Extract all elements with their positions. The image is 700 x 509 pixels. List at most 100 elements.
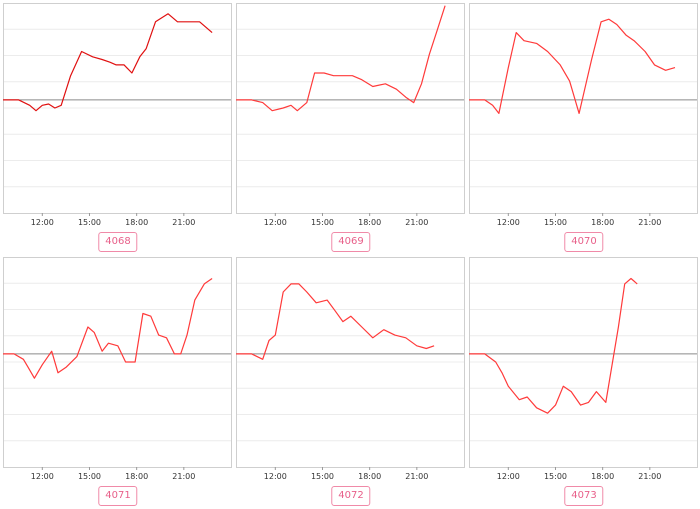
data-point [634,40,635,41]
data-point [51,351,52,352]
data-point [204,283,205,284]
series-line [3,13,213,112]
data-point [70,75,71,76]
data-point [519,399,520,400]
data-point [468,353,469,354]
data-point [251,99,252,100]
data-point [92,56,93,57]
x-tick-label: 15:00 [311,218,334,227]
data-point [536,407,537,408]
chart-badge[interactable]: 4068 [98,232,138,252]
data-point [445,5,446,6]
data-point [134,361,135,362]
x-tick-label: 15:00 [78,472,101,481]
data-point [109,62,110,63]
data-point [350,316,351,317]
chart-badge[interactable]: 4070 [564,232,604,252]
data-point [396,89,397,90]
x-tick-label: 21:00 [172,472,195,481]
chart-badge[interactable]: 4072 [331,486,371,506]
x-tick-label: 12:00 [31,218,54,227]
data-point [42,105,43,106]
data-point [361,326,362,327]
chart-svg: 12:00 15:00 18:00 21:00 [3,257,232,481]
data-point [555,404,556,405]
x-tick-label: 12:00 [497,472,520,481]
data-point [385,83,386,84]
data-point [596,391,597,392]
data-point [591,59,592,60]
data-point [168,13,169,14]
data-point [372,86,373,87]
chart-svg: 12:00 15:00 18:00 21:00 [235,3,465,227]
data-point [527,396,528,397]
data-point [194,299,195,300]
data-point [361,79,362,80]
data-point [61,105,62,106]
data-point [600,21,601,22]
series-line [469,277,638,414]
data-point [334,310,335,311]
chart-panel-5: 12:00 15:00 18:00 21:00 4072 [236,257,466,509]
data-point [637,283,638,284]
data-point [516,32,517,33]
data-point [235,99,236,100]
data-point [139,56,140,57]
data-point [405,97,406,98]
data-point [342,321,343,322]
x-tick-label: 18:00 [358,218,381,227]
data-point [108,343,109,344]
chart-badge[interactable]: 4071 [98,486,138,506]
data-point [674,67,675,68]
data-point [569,80,570,81]
chart-svg: 12:00 15:00 18:00 21:00 [468,257,698,481]
data-point [426,348,427,349]
series-line [236,5,446,112]
data-point [306,102,307,103]
data-point [645,51,646,52]
x-tick-label: 15:00 [78,218,101,227]
x-tick-label: 12:00 [31,472,54,481]
data-point [180,353,181,354]
data-point [416,345,417,346]
x-tick-label: 18:00 [358,472,381,481]
data-point [665,70,666,71]
x-tick-label: 15:00 [544,218,567,227]
data-point [578,113,579,114]
x-tick-label: 12:00 [264,218,287,227]
data-point [327,299,328,300]
data-point [434,345,435,346]
data-point [624,283,625,284]
data-point [352,75,353,76]
data-point [212,32,213,33]
data-point [54,107,55,108]
chart-svg: 12:00 15:00 18:00 21:00 [3,3,232,227]
data-point [547,413,548,414]
data-point [23,359,24,360]
data-point [186,334,187,335]
data-point [131,72,132,73]
data-point [283,107,284,108]
data-point [580,404,581,405]
chart-badge[interactable]: 4073 [564,486,604,506]
data-point [199,21,200,22]
x-tick-label: 18:00 [591,472,614,481]
data-point [125,361,126,362]
x-tick-label: 12:00 [497,218,520,227]
series-line [236,283,435,360]
data-point [429,54,430,55]
data-point [394,334,395,335]
x-tick-label: 18:00 [125,218,148,227]
data-point [498,113,499,114]
data-point [28,367,29,368]
data-point [57,372,58,373]
data-point [76,356,77,357]
chart-panel-1: 12:00 15:00 18:00 21:00 4068 [3,3,233,255]
data-point [177,21,178,22]
data-point [605,402,606,403]
data-point [523,40,524,41]
x-tick-label: 21:00 [405,472,428,481]
data-point [492,105,493,106]
data-point [616,24,617,25]
chart-badge[interactable]: 4069 [331,232,371,252]
